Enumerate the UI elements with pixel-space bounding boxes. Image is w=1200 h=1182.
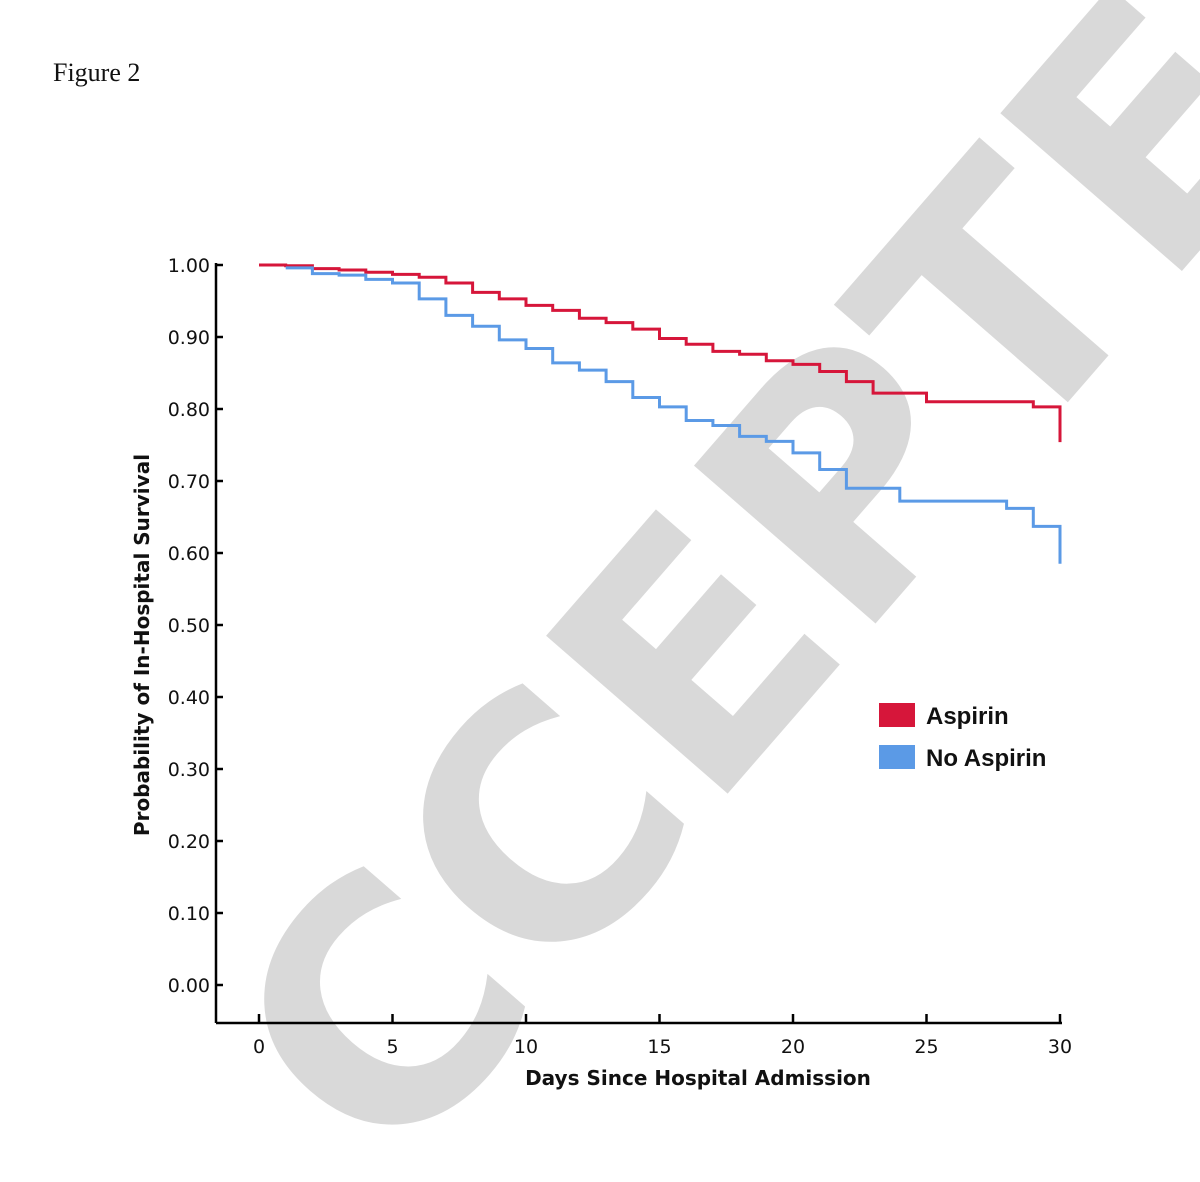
y-tick-label: 0.20 [168,831,210,853]
x-axis-title: Days Since Hospital Admission [525,1066,871,1090]
watermark-text: CCEPTED [159,0,1200,1182]
legend-swatch [879,703,915,727]
x-tick-label: 20 [781,1036,805,1058]
y-tick-label: 0.30 [168,759,210,781]
series-line-aspirin [259,263,1062,443]
y-tick-label: 0.70 [168,471,210,493]
x-tick-label: 30 [1048,1036,1072,1058]
y-tick-label: 0.50 [168,615,210,637]
y-tick-label: 0.90 [168,327,210,349]
series-layer [259,263,1062,564]
legend-swatch [879,745,915,769]
y-tick-label: 1.00 [168,255,210,277]
y-axis-title: Probability of In-Hospital Survival [130,454,154,836]
y-tick-label: 0.10 [168,903,210,925]
legend-label: No Aspirin [926,745,1046,772]
y-tick-label: 0.60 [168,543,210,565]
x-tick-label: 0 [253,1036,265,1058]
x-tick-label: 5 [386,1036,398,1058]
x-tick-label: 25 [914,1036,938,1058]
x-tick-label: 15 [647,1036,671,1058]
x-tick-label: 10 [514,1036,538,1058]
legend-label: Aspirin [926,703,1009,730]
series-line-no-aspirin [285,266,1062,564]
y-tick-label: 0.80 [168,399,210,421]
y-tick-label: 0.40 [168,687,210,709]
legend: Aspirin No Aspirin [879,703,1046,772]
figure-label: Figure 2 [53,58,141,87]
chart-axes: 0.00 0.10 0.20 0.30 0.40 0.50 0.60 0.70 0.80 0.90… [130,255,1072,1090]
y-tick-label: 0.00 [168,975,210,997]
